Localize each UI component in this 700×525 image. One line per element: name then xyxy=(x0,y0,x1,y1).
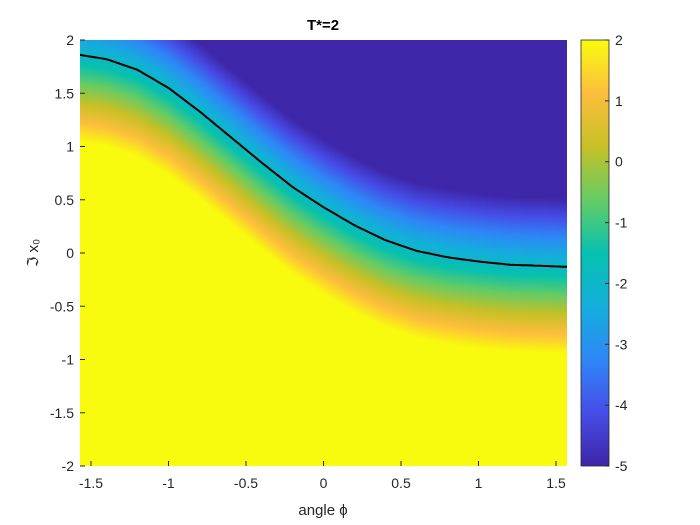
y-tick-label: 0.5 xyxy=(55,192,75,208)
x-tick-label: -1.5 xyxy=(79,475,103,491)
colorbar-tick-label: -2 xyxy=(615,275,628,291)
x-tick-label: -0.5 xyxy=(234,475,258,491)
colorbar-tick-label: -5 xyxy=(615,458,628,474)
y-tick-label: 2 xyxy=(66,32,74,48)
colorbar-tick-label: 2 xyxy=(615,32,623,48)
zero-contour-line xyxy=(79,53,568,268)
colorbar-tick-label: 0 xyxy=(615,154,623,170)
colorbar-gradient xyxy=(581,40,609,466)
y-tick-label: 1.5 xyxy=(55,85,75,101)
x-axis: -1.5 -1 -0.5 0 0.5 1 1.5 xyxy=(79,461,566,491)
colorbar-tick-label: -1 xyxy=(615,215,628,231)
colorbar-tick-label: 1 xyxy=(615,93,623,109)
colorbar-tick-label: -4 xyxy=(615,397,628,413)
heatmap-image xyxy=(80,40,567,466)
x-tick-label: 0 xyxy=(320,475,328,491)
x-tick-label: 1 xyxy=(475,475,483,491)
x-tick-label: -1 xyxy=(162,475,175,491)
y-tick-label: -1.5 xyxy=(50,405,74,421)
y-tick-label: 1 xyxy=(66,139,74,155)
colorbar-tick-label: -3 xyxy=(615,336,628,352)
plot-area xyxy=(79,40,568,466)
y-axis: 2 1.5 1 0.5 0 -0.5 -1 -1.5 -2 xyxy=(50,32,85,474)
chart-title: T*=2 xyxy=(307,17,339,34)
y-tick-label: 0 xyxy=(66,245,74,261)
y-tick-label: -1 xyxy=(62,352,75,368)
x-tick-label: 0.5 xyxy=(391,475,411,491)
y-axis-label: ℑ x₀ xyxy=(25,239,42,267)
colorbar-frame xyxy=(580,39,610,467)
colorbar-ticks: 2 1 0 -1 -2 -3 -4 -5 xyxy=(580,32,628,474)
x-axis-label: angle ϕ xyxy=(298,502,347,519)
y-tick-label: -0.5 xyxy=(50,298,74,314)
y-tick-label: -2 xyxy=(62,458,75,474)
colorbar: 2 1 0 -1 -2 -3 -4 -5 xyxy=(580,32,628,474)
x-tick-label: 1.5 xyxy=(546,475,566,491)
